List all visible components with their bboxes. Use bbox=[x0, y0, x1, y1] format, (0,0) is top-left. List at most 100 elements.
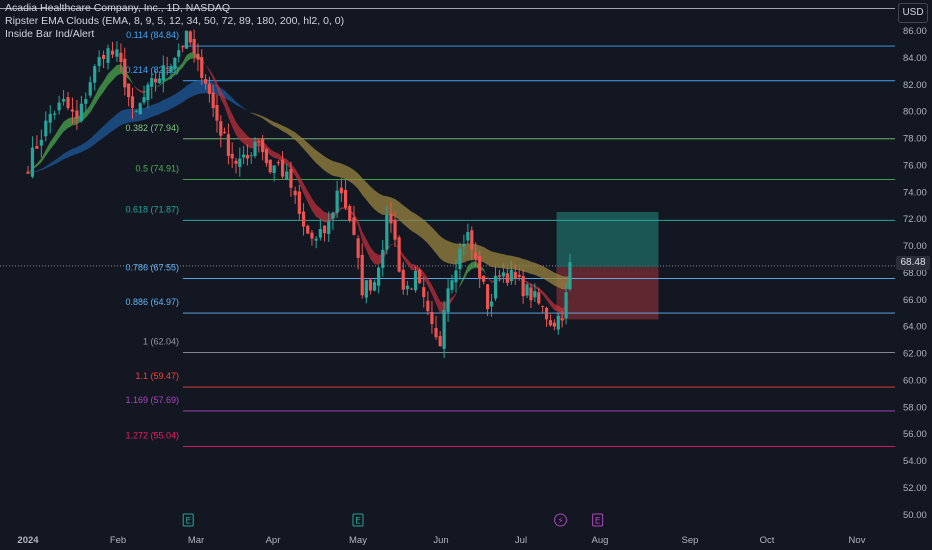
candle-body-55 bbox=[249, 155, 253, 157]
candle-body-96 bbox=[418, 269, 422, 284]
candle-body-78 bbox=[343, 189, 348, 208]
candle-body-45 bbox=[211, 92, 215, 109]
candle-body-66 bbox=[293, 190, 297, 196]
candle-body-27 bbox=[142, 97, 146, 103]
candle-body-23 bbox=[127, 83, 131, 98]
candle-body-74 bbox=[327, 221, 331, 234]
candle-body-30 bbox=[154, 78, 158, 83]
x-tick-9: Oct bbox=[760, 535, 775, 546]
candle-body-15 bbox=[93, 66, 97, 83]
fib-label-10: 1.272 (55.04) bbox=[125, 431, 179, 441]
candle-body-24 bbox=[130, 96, 135, 108]
fast-cloud-3 bbox=[205, 64, 460, 314]
candle-body-59 bbox=[264, 149, 269, 164]
x-tick-2: Mar bbox=[188, 535, 204, 546]
candle-body-26 bbox=[138, 103, 142, 115]
candle-body-65 bbox=[289, 168, 293, 188]
fib-label-4: 0.618 (71.87) bbox=[125, 204, 179, 214]
candle-body-5 bbox=[48, 113, 52, 123]
event-marker-0: E bbox=[182, 513, 194, 527]
candle-body-11 bbox=[75, 110, 79, 119]
event-marker-symbol-1: E bbox=[355, 517, 361, 527]
candle-body-38 bbox=[184, 30, 189, 49]
candle-body-39 bbox=[188, 31, 192, 43]
y-tick-16: 82.00 bbox=[903, 80, 927, 91]
candle-body-0 bbox=[26, 171, 30, 174]
candle-body-68 bbox=[301, 211, 306, 227]
candle-body-19 bbox=[110, 50, 115, 55]
candle-body-13 bbox=[84, 99, 88, 104]
candle-body-81 bbox=[356, 238, 360, 258]
candle-body-104 bbox=[450, 280, 454, 290]
candle-body-63 bbox=[280, 159, 285, 177]
candle-body-77 bbox=[339, 187, 343, 194]
fib-label-9: 1.169 (57.69) bbox=[125, 395, 179, 405]
candle-body-95 bbox=[413, 270, 418, 291]
candle-body-99 bbox=[430, 311, 434, 325]
candle-body-47 bbox=[219, 121, 223, 136]
x-tick-4: May bbox=[349, 535, 367, 546]
y-tick-1: 52.00 bbox=[903, 483, 927, 494]
candle-body-89 bbox=[389, 213, 393, 224]
currency-button[interactable]: USD bbox=[898, 3, 928, 23]
candle-body-64 bbox=[285, 171, 289, 180]
candles bbox=[26, 29, 572, 359]
x-tick-10: Nov bbox=[849, 535, 866, 546]
indicator-inside-bar[interactable]: Inside Bar Ind/Alert bbox=[5, 28, 95, 40]
candle-body-86 bbox=[377, 267, 381, 286]
fib-label-5: 0.786 (67.55) bbox=[125, 262, 179, 272]
candle-body-8 bbox=[61, 98, 66, 102]
candle-body-34 bbox=[169, 66, 173, 72]
candle-body-90 bbox=[393, 219, 397, 240]
candle-body-7 bbox=[57, 102, 61, 111]
candle-body-17 bbox=[101, 54, 106, 60]
y-tick-15: 80.00 bbox=[903, 107, 927, 118]
candle-body-93 bbox=[405, 285, 409, 290]
fib-label-0: 0.114 (84.84) bbox=[126, 30, 179, 40]
candle-body-21 bbox=[119, 52, 123, 63]
candle-body-113 bbox=[486, 284, 490, 310]
candle-body-131 bbox=[556, 315, 560, 330]
y-tick-14: 78.00 bbox=[903, 134, 927, 145]
event-marker-symbol-3: E bbox=[595, 517, 601, 527]
candle-body-49 bbox=[226, 134, 230, 156]
candle-body-62 bbox=[276, 162, 280, 164]
y-tick-8: 66.00 bbox=[903, 295, 927, 306]
candle-body-33 bbox=[165, 68, 169, 69]
candle-body-126 bbox=[537, 292, 541, 304]
candle-body-43 bbox=[203, 79, 208, 84]
candle-body-100 bbox=[434, 327, 438, 338]
candle-body-53 bbox=[242, 154, 246, 158]
candle-body-127 bbox=[541, 306, 545, 308]
candle-body-22 bbox=[123, 58, 127, 88]
fibonacci-levels: 0.114 (84.84) 0.214 (82.26) 0.382 (77.94) 0… bbox=[125, 30, 895, 448]
candle-body-32 bbox=[161, 65, 165, 81]
candle-body-14 bbox=[88, 82, 92, 96]
candle-body-70 bbox=[310, 232, 314, 239]
candle-body-75 bbox=[331, 212, 335, 219]
candle-body-25 bbox=[134, 111, 138, 112]
y-tick-6: 62.00 bbox=[903, 349, 927, 360]
candle-body-82 bbox=[360, 254, 364, 296]
event-marker-2: ⚡ bbox=[554, 513, 567, 527]
fib-label-7: 1 (62.04) bbox=[143, 336, 179, 346]
candle-body-40 bbox=[192, 38, 196, 54]
candle-body-133 bbox=[564, 292, 568, 319]
candle-body-4 bbox=[44, 120, 48, 137]
candle-body-129 bbox=[548, 320, 553, 326]
candle-body-71 bbox=[314, 238, 318, 241]
candle-body-69 bbox=[306, 225, 310, 234]
candle-body-48 bbox=[222, 131, 227, 133]
fast-cloud-1 bbox=[136, 87, 156, 94]
slow-cloud-2 bbox=[251, 112, 570, 290]
x-tick-1: Feb bbox=[110, 535, 126, 546]
symbol-title[interactable]: Acadia Healthcare Company, Inc., 1D, NAS… bbox=[5, 2, 231, 14]
y-tick-10: 70.00 bbox=[903, 241, 927, 252]
y-tick-9: 68.00 bbox=[903, 268, 927, 279]
candle-body-110 bbox=[474, 252, 478, 259]
candle-body-122 bbox=[521, 276, 525, 297]
indicator-ema-clouds[interactable]: Ripster EMA Clouds (EMA, 8, 9, 5, 12, 34… bbox=[5, 15, 345, 27]
y-tick-7: 64.00 bbox=[903, 322, 927, 333]
y-tick-3: 56.00 bbox=[903, 429, 927, 440]
